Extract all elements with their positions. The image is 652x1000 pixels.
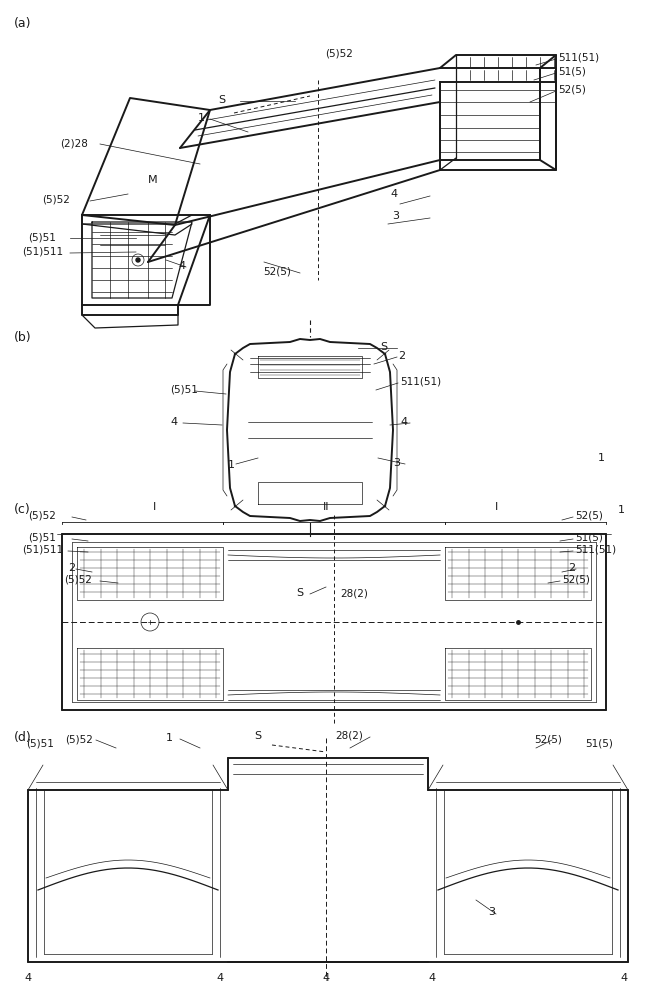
Text: (d): (d) — [14, 732, 32, 744]
Text: (5)52: (5)52 — [64, 575, 92, 585]
Text: 4: 4 — [323, 973, 329, 983]
Circle shape — [136, 258, 140, 262]
Text: 4: 4 — [400, 417, 407, 427]
Text: (5)52: (5)52 — [42, 195, 70, 205]
Text: 4: 4 — [24, 973, 31, 983]
Text: (c): (c) — [14, 504, 31, 516]
Text: 51(5): 51(5) — [575, 533, 603, 543]
Text: 4: 4 — [621, 973, 628, 983]
Text: II: II — [323, 502, 329, 512]
Text: I: I — [153, 502, 156, 512]
Text: 2: 2 — [68, 563, 75, 573]
Text: (5)52: (5)52 — [65, 734, 93, 744]
Text: 511(51): 511(51) — [558, 53, 599, 63]
Text: 3: 3 — [392, 211, 399, 221]
Text: 28(2): 28(2) — [335, 731, 363, 741]
Text: 1: 1 — [166, 733, 173, 743]
Text: 2: 2 — [398, 351, 405, 361]
Text: 1: 1 — [198, 113, 205, 123]
Text: (5)51: (5)51 — [26, 739, 54, 749]
Text: (b): (b) — [14, 332, 32, 344]
Text: 3: 3 — [488, 907, 495, 917]
Text: 511(51): 511(51) — [575, 545, 616, 555]
Text: 52(5): 52(5) — [534, 734, 562, 744]
Text: 51(5): 51(5) — [558, 67, 586, 77]
Text: (51)511: (51)511 — [22, 545, 63, 555]
Text: (5)52: (5)52 — [325, 49, 353, 59]
Text: 4: 4 — [216, 973, 224, 983]
Text: 52(5): 52(5) — [575, 511, 603, 521]
Text: 28(2): 28(2) — [340, 588, 368, 598]
Text: 1: 1 — [598, 453, 605, 463]
Text: 52(5): 52(5) — [562, 575, 590, 585]
Text: 52(5): 52(5) — [263, 267, 291, 277]
Text: (5)51: (5)51 — [28, 533, 56, 543]
Text: 4: 4 — [390, 189, 397, 199]
Text: 4: 4 — [178, 261, 185, 271]
Text: S: S — [218, 95, 225, 105]
Text: 2: 2 — [568, 563, 575, 573]
Text: S: S — [380, 342, 387, 352]
Text: 51(5): 51(5) — [585, 739, 613, 749]
Text: (a): (a) — [14, 17, 31, 30]
Text: (5)51: (5)51 — [28, 232, 56, 242]
Text: 52(5): 52(5) — [558, 85, 586, 95]
Text: S: S — [254, 731, 261, 741]
Text: I: I — [496, 502, 499, 512]
Text: 3: 3 — [393, 458, 400, 468]
Text: (5)52: (5)52 — [28, 511, 56, 521]
Text: 1: 1 — [618, 505, 625, 515]
Text: S: S — [296, 588, 303, 598]
Text: (51)511: (51)511 — [22, 247, 63, 257]
Text: 511(51): 511(51) — [400, 377, 441, 387]
Text: 4: 4 — [170, 417, 177, 427]
Text: (5)51: (5)51 — [170, 385, 198, 395]
Text: 4: 4 — [428, 973, 436, 983]
Text: 1: 1 — [228, 460, 235, 470]
Text: M: M — [148, 175, 158, 185]
Text: (2)28: (2)28 — [60, 138, 88, 148]
